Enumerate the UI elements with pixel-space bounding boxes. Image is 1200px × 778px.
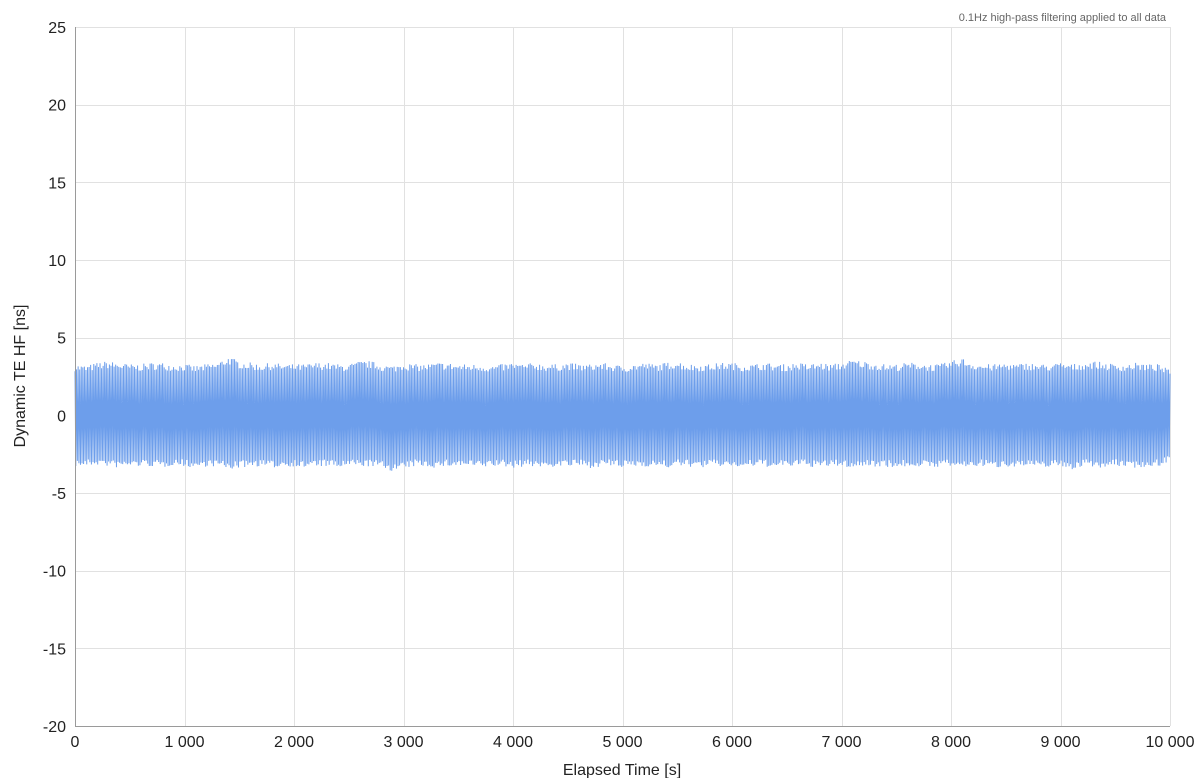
y-tick-label: 0 bbox=[57, 408, 66, 425]
filter-annotation: 0.1Hz high-pass filtering applied to all… bbox=[959, 12, 1167, 24]
x-tick-label: 2 000 bbox=[274, 734, 314, 751]
x-tick-label: 4 000 bbox=[493, 734, 533, 751]
x-tick-label: 5 000 bbox=[602, 734, 642, 751]
x-tick-label: 7 000 bbox=[821, 734, 861, 751]
y-tick-label: -10 bbox=[43, 564, 66, 581]
x-tick-label: 1 000 bbox=[164, 734, 204, 751]
y-tick-label: 10 bbox=[48, 253, 66, 270]
x-tick-label: 6 000 bbox=[712, 734, 752, 751]
y-axis-title: Dynamic TE HF [ns] bbox=[12, 305, 29, 448]
y-tick-label: -20 bbox=[43, 719, 66, 736]
data-series-line bbox=[74, 359, 1171, 471]
series-layer bbox=[74, 359, 1171, 471]
tick-labels: 0 1 000 2 000 3 000 4 000 5 000 6 000 7 000 8 00… bbox=[43, 20, 1195, 751]
y-tick-label: -5 bbox=[52, 486, 66, 503]
x-tick-label: 8 000 bbox=[931, 734, 971, 751]
axes bbox=[75, 27, 1170, 727]
x-tick-label: 0 bbox=[71, 734, 80, 751]
x-tick-label: 10 000 bbox=[1146, 734, 1195, 751]
y-tick-label: 25 bbox=[48, 20, 66, 37]
y-tick-label: 5 bbox=[57, 331, 66, 348]
y-tick-label: 20 bbox=[48, 98, 66, 115]
x-tick-label: 3 000 bbox=[383, 734, 423, 751]
y-tick-label: 15 bbox=[48, 175, 66, 192]
x-tick-label: 9 000 bbox=[1040, 734, 1080, 751]
y-tick-label: -15 bbox=[43, 641, 66, 658]
x-axis-title: Elapsed Time [s] bbox=[563, 762, 681, 778]
